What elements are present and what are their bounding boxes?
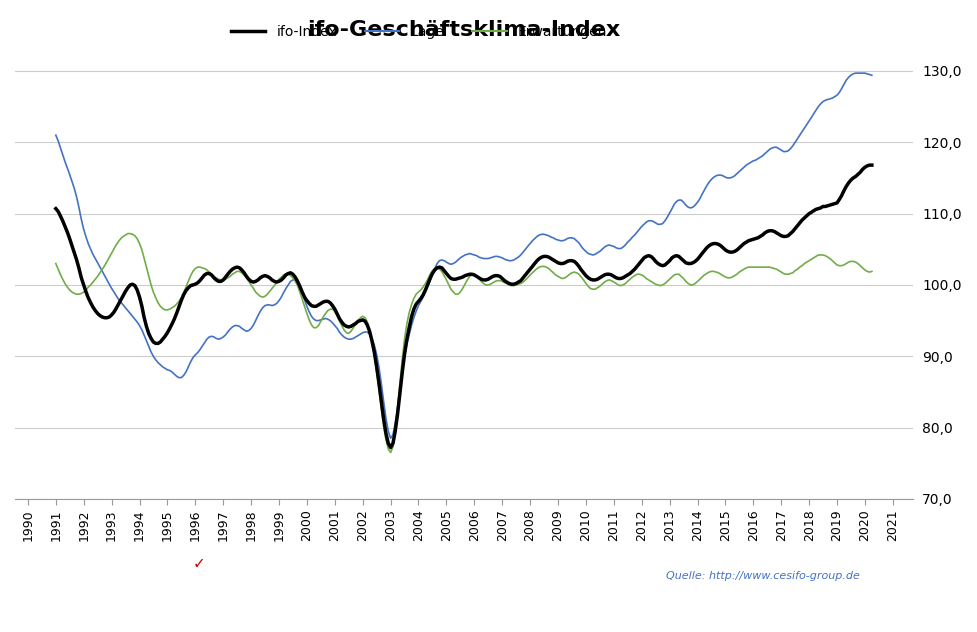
Legend: ifo-Index, Lage, Erwartungen: ifo-Index, Lage, Erwartungen (225, 20, 613, 45)
Circle shape (151, 547, 246, 580)
Title: ifo-Geschäftsklima-Index: ifo-Geschäftsklima-Index (307, 20, 620, 40)
Text: stockstreet.de: stockstreet.de (27, 555, 174, 573)
Text: Quelle: http://www.cesifo-group.de: Quelle: http://www.cesifo-group.de (666, 571, 860, 581)
Text: unabhängig • strategisch • treffsicher: unabhängig • strategisch • treffsicher (30, 593, 204, 602)
Text: ✓: ✓ (192, 556, 205, 571)
